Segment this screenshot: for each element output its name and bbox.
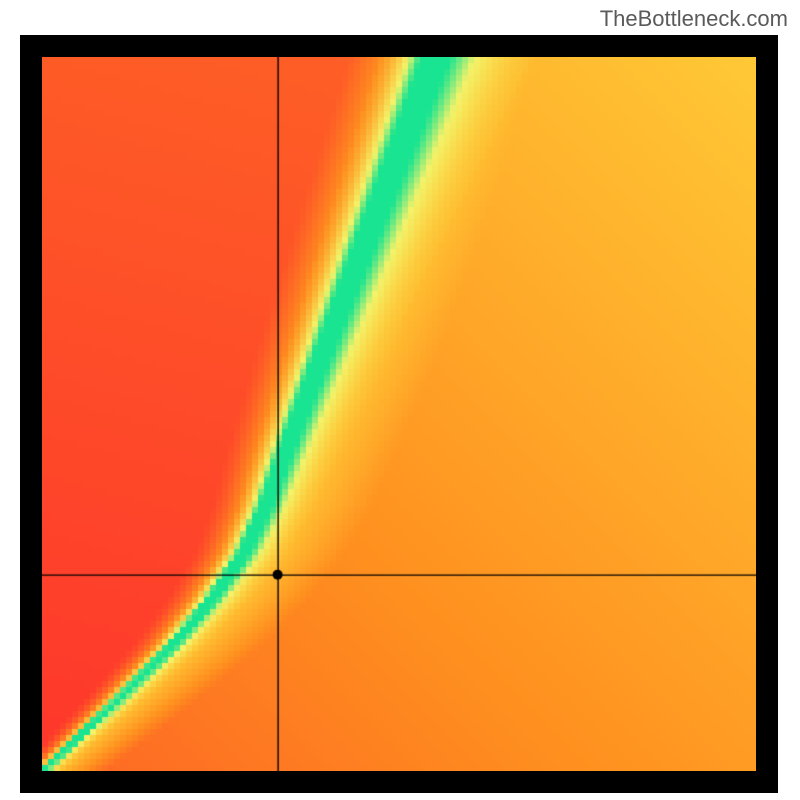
watermark-text: TheBottleneck.com [600,6,788,32]
chart-frame [20,35,778,793]
overlay-canvas [42,57,756,771]
chart-container: TheBottleneck.com [0,0,800,800]
